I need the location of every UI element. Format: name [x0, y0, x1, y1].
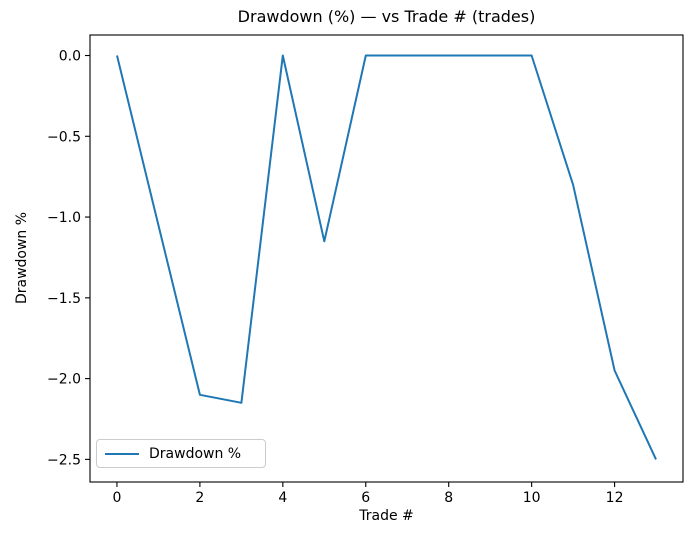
chart-title: Drawdown (%) — vs Trade # (trades)	[237, 7, 536, 26]
y-tick-label: −0.5	[47, 129, 81, 145]
y-tick-label: −1.0	[47, 210, 81, 226]
x-tick-label: 2	[195, 490, 204, 506]
y-tick-label: −2.0	[47, 372, 81, 388]
legend-label: Drawdown %	[149, 445, 242, 462]
legend: Drawdown %	[96, 439, 266, 468]
x-tick-label: 0	[112, 490, 121, 506]
x-axis-label: Trade #	[359, 508, 414, 524]
data-line	[116, 54, 657, 460]
axes-frame	[89, 34, 684, 483]
x-tick-label: 6	[361, 490, 370, 506]
legend-line-sample	[105, 452, 139, 455]
y-tick-label: −2.5	[47, 452, 81, 468]
y-axis-label: Drawdown %	[14, 211, 30, 305]
y-tick-label: −1.5	[47, 291, 81, 307]
x-tick-label: 8	[444, 490, 453, 506]
x-tick-label: 10	[523, 490, 541, 506]
x-tick-label: 4	[278, 490, 287, 506]
x-tick-label: 12	[606, 490, 624, 506]
y-tick-label: 0.0	[59, 49, 81, 65]
